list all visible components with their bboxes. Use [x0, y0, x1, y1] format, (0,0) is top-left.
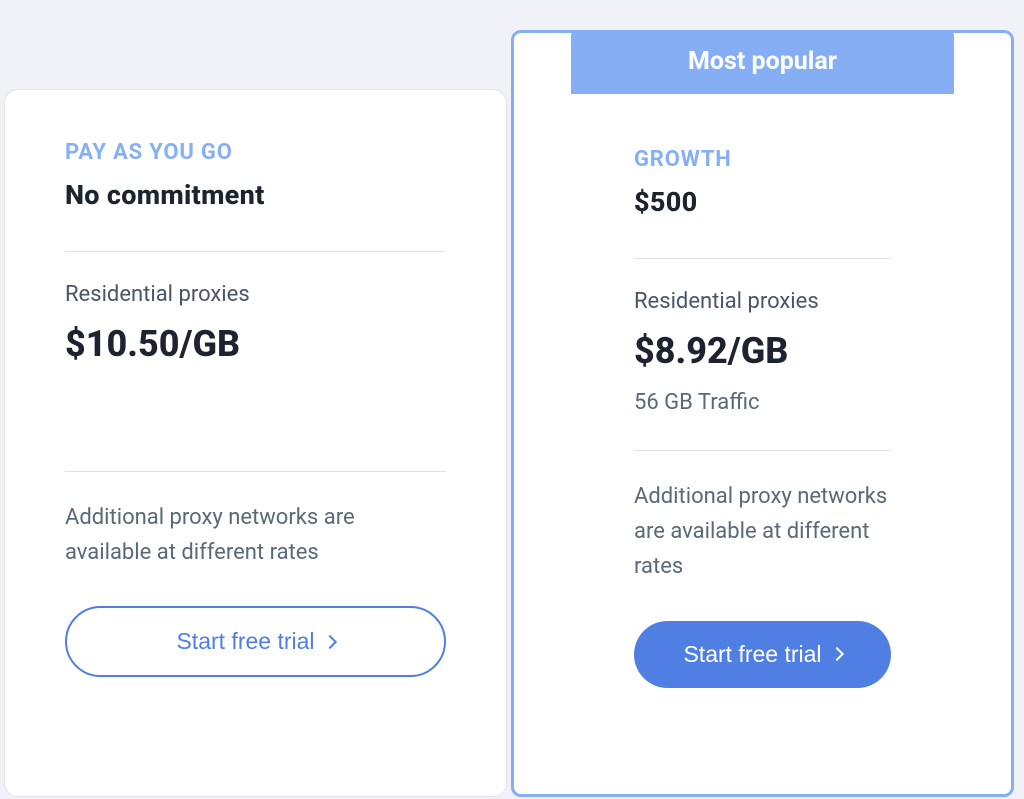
card-body: GROWTH $500 Residential proxies $8.92/GB…	[574, 97, 951, 688]
start-free-trial-button[interactable]: Start free trial	[65, 606, 446, 677]
divider	[65, 471, 446, 472]
rate-value: $10.50/GB	[65, 323, 446, 365]
plan-price: $500	[634, 186, 891, 218]
spacer	[65, 383, 446, 471]
cta-label: Start free trial	[683, 641, 821, 668]
plan-price: No commitment	[65, 179, 446, 211]
chevron-right-icon	[322, 635, 336, 649]
additional-networks-text: Additional proxy networks are available …	[65, 500, 446, 570]
pricing-card-growth: Most popular GROWTH $500 Residential pro…	[511, 30, 1014, 797]
rate-value: $8.92/GB	[634, 330, 891, 372]
divider	[65, 251, 446, 252]
cta-label: Start free trial	[176, 628, 314, 655]
divider	[634, 258, 891, 259]
additional-networks-text: Additional proxy networks are available …	[634, 479, 891, 585]
most-popular-badge: Most popular	[571, 30, 954, 94]
divider	[634, 450, 891, 451]
proxy-type-label: Residential proxies	[65, 282, 446, 307]
start-free-trial-button[interactable]: Start free trial	[634, 621, 891, 688]
plan-name: GROWTH	[634, 147, 891, 172]
chevron-right-icon	[829, 647, 843, 661]
pricing-card-payg: PAY AS YOU GO No commitment Residential …	[4, 89, 507, 797]
pricing-container: PAY AS YOU GO No commitment Residential …	[0, 0, 1024, 797]
traffic-amount: 56 GB Traffic	[634, 390, 891, 415]
plan-name: PAY AS YOU GO	[65, 140, 446, 165]
proxy-type-label: Residential proxies	[634, 289, 891, 314]
